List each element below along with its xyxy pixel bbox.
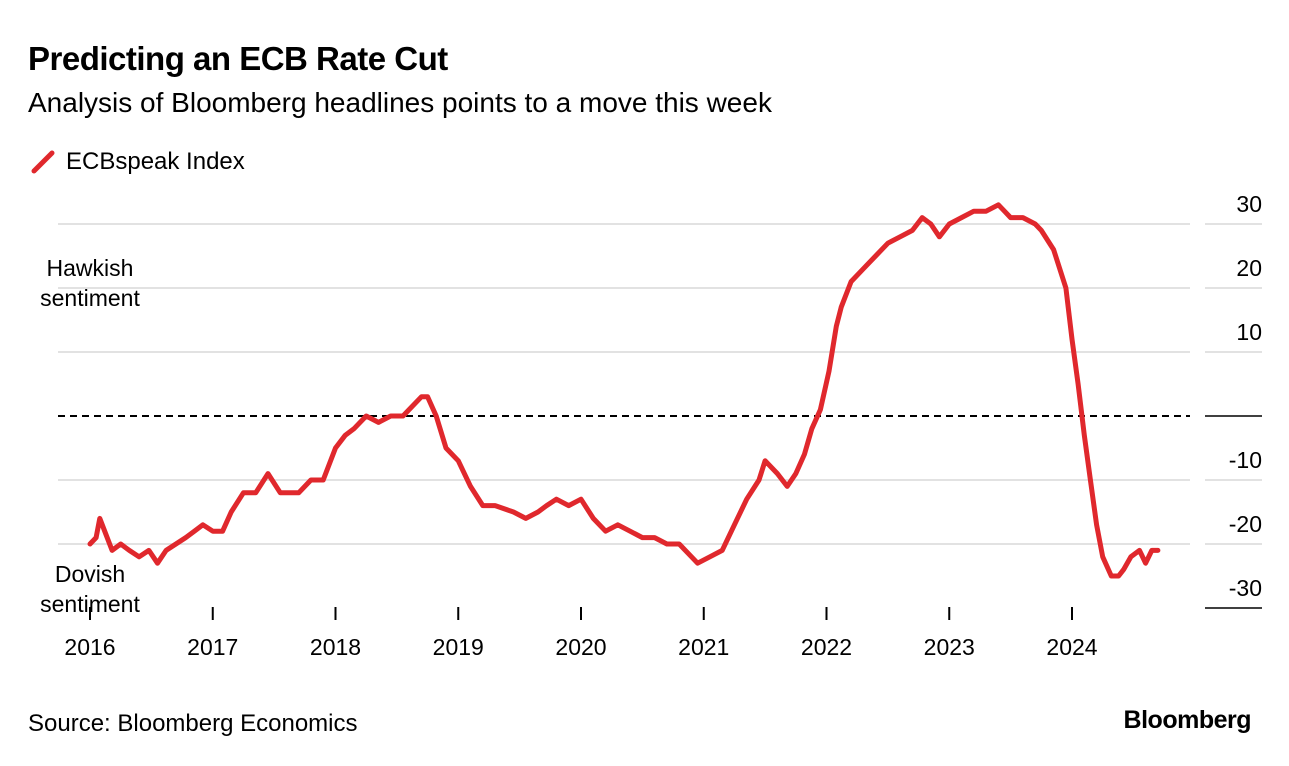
y-tick-label: -10 [1229, 447, 1262, 473]
legend: ECBspeak Index [30, 148, 245, 176]
x-tick-label: 2017 [187, 634, 238, 660]
legend-label: ECBspeak Index [66, 148, 245, 175]
x-tick-label: 2024 [1046, 634, 1097, 660]
source-note: Source: Bloomberg Economics [28, 710, 358, 737]
y-tick-label: 10 [1236, 319, 1262, 345]
dovish-annotation-line1: Dovish [55, 561, 125, 587]
series-line-ecbspeak-index [87, 202, 1161, 579]
chart-subtitle: Analysis of Bloomberg headlines points t… [28, 87, 772, 118]
x-tick-label: 2021 [678, 634, 729, 660]
brand-logo: Bloomberg [1123, 706, 1252, 734]
x-tick-label: 2019 [433, 634, 484, 660]
y-tick-label: 20 [1236, 255, 1262, 281]
y-tick-label: -20 [1229, 511, 1262, 537]
y-tick-label: 30 [1236, 191, 1262, 217]
x-tick-label: 2023 [924, 634, 975, 660]
hawkish-annotation-line2: sentiment [40, 285, 140, 311]
x-tick-label: 2016 [64, 634, 115, 660]
x-tick-label: 2022 [801, 634, 852, 660]
x-tick-label: 2020 [555, 634, 606, 660]
hawkish-annotation-line1: Hawkish [47, 255, 134, 281]
red-slash-icon [31, 150, 55, 174]
x-tick-label: 2018 [310, 634, 361, 660]
y-tick-label: -30 [1229, 575, 1262, 601]
chart-title: Predicting an ECB Rate Cut [28, 40, 448, 77]
dovish-annotation-line2: sentiment [40, 591, 140, 617]
